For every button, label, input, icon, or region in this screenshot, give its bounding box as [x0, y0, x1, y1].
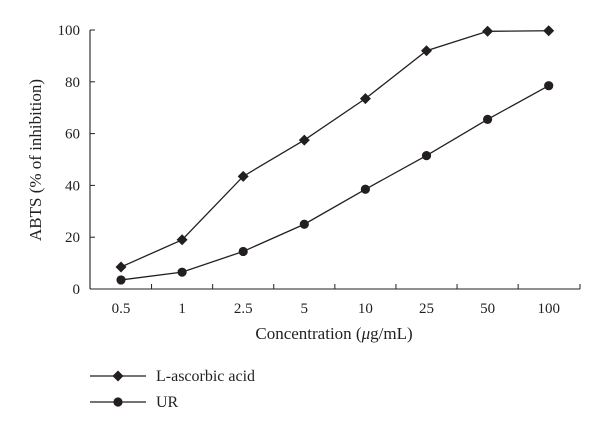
data-point: [177, 267, 187, 277]
x-tick-label: 10: [358, 301, 373, 317]
data-point: [482, 25, 494, 37]
x-tick-label: 5: [301, 301, 309, 317]
data-point: [359, 93, 371, 105]
y-tick-label: 60: [65, 127, 80, 143]
data-point: [176, 234, 188, 246]
series-0: [115, 25, 555, 273]
data-point: [544, 81, 554, 91]
y-tick-label: 20: [65, 230, 80, 246]
x-tick-label: 25: [419, 301, 434, 317]
data-point: [299, 219, 309, 229]
legend-item: UR: [90, 394, 179, 411]
y-tick-label: 40: [65, 178, 80, 194]
data-point: [238, 246, 248, 257]
data-point: [421, 151, 432, 161]
legend-marker: [113, 397, 123, 407]
x-tick-label: 50: [480, 301, 495, 317]
y-axis-ticks: 0 20 40 60 80 100: [58, 23, 95, 298]
x-axis-title: Concentration (μg/mL): [255, 324, 412, 343]
axes: [89, 30, 580, 290]
data-point: [298, 134, 310, 146]
x-axis-ticks: 0.5 1 2.5 5 10 25 50 100: [89, 284, 581, 317]
y-tick-label: 80: [65, 75, 80, 91]
legend-label: UR: [156, 394, 179, 411]
y-tick-label: 100: [58, 23, 81, 39]
series-1: [116, 81, 554, 285]
series-line: [120, 85, 550, 281]
data-point: [116, 275, 126, 285]
series-line: [120, 30, 549, 268]
y-tick-label: 0: [73, 282, 81, 298]
data-point: [483, 114, 493, 124]
legend-marker: [112, 370, 124, 382]
data-point: [360, 184, 370, 194]
data-point: [115, 261, 127, 273]
legend-label: L-ascorbic acid: [156, 368, 255, 385]
data-point: [237, 170, 249, 182]
x-tick-label: 100: [537, 301, 560, 317]
x-tick-label: 0.5: [112, 301, 131, 317]
legend-item: L-ascorbic acid: [90, 368, 255, 385]
data-point: [421, 45, 432, 57]
legend: L-ascorbic acid UR: [90, 368, 255, 411]
x-tick-label: 1: [178, 301, 186, 317]
data-point: [543, 25, 555, 37]
x-tick-label: 2.5: [234, 301, 253, 317]
y-axis-title: ABTS (% of inhibition): [26, 79, 45, 241]
series-layer: [115, 25, 555, 285]
